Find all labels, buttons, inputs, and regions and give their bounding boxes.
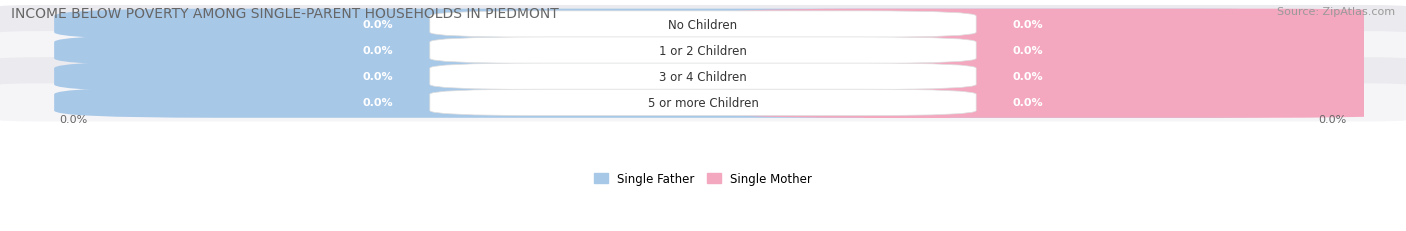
Text: 1 or 2 Children: 1 or 2 Children xyxy=(659,45,747,58)
Text: No Children: No Children xyxy=(668,18,738,31)
FancyBboxPatch shape xyxy=(430,38,976,64)
FancyBboxPatch shape xyxy=(430,64,976,90)
FancyBboxPatch shape xyxy=(55,62,1351,92)
Text: 0.0%: 0.0% xyxy=(1319,114,1347,124)
Text: 3 or 4 Children: 3 or 4 Children xyxy=(659,70,747,83)
Bar xyxy=(863,62,950,92)
FancyBboxPatch shape xyxy=(0,32,1406,70)
FancyBboxPatch shape xyxy=(703,88,1406,118)
FancyBboxPatch shape xyxy=(55,10,1351,40)
Text: INCOME BELOW POVERTY AMONG SINGLE-PARENT HOUSEHOLDS IN PIEDMONT: INCOME BELOW POVERTY AMONG SINGLE-PARENT… xyxy=(11,7,560,21)
Legend: Single Father, Single Mother: Single Father, Single Mother xyxy=(589,167,817,190)
Text: 0.0%: 0.0% xyxy=(1012,20,1043,30)
FancyBboxPatch shape xyxy=(0,84,1406,122)
Text: 5 or more Children: 5 or more Children xyxy=(648,97,758,109)
Text: Source: ZipAtlas.com: Source: ZipAtlas.com xyxy=(1277,7,1395,17)
FancyBboxPatch shape xyxy=(0,6,1406,44)
Text: 0.0%: 0.0% xyxy=(363,72,394,82)
FancyBboxPatch shape xyxy=(55,88,1351,118)
Text: 0.0%: 0.0% xyxy=(363,46,394,56)
FancyBboxPatch shape xyxy=(55,36,1351,66)
Bar xyxy=(863,10,950,40)
FancyBboxPatch shape xyxy=(0,58,1406,96)
Bar xyxy=(863,88,950,118)
FancyBboxPatch shape xyxy=(703,62,1406,92)
Bar xyxy=(863,36,950,66)
FancyBboxPatch shape xyxy=(430,12,976,38)
Text: 0.0%: 0.0% xyxy=(1012,46,1043,56)
FancyBboxPatch shape xyxy=(703,36,1406,66)
FancyBboxPatch shape xyxy=(430,90,976,116)
Text: 0.0%: 0.0% xyxy=(1012,98,1043,108)
FancyBboxPatch shape xyxy=(703,10,1406,40)
Text: 0.0%: 0.0% xyxy=(59,114,87,124)
Text: 0.0%: 0.0% xyxy=(363,98,394,108)
Text: 0.0%: 0.0% xyxy=(1012,72,1043,82)
Text: 0.0%: 0.0% xyxy=(363,20,394,30)
